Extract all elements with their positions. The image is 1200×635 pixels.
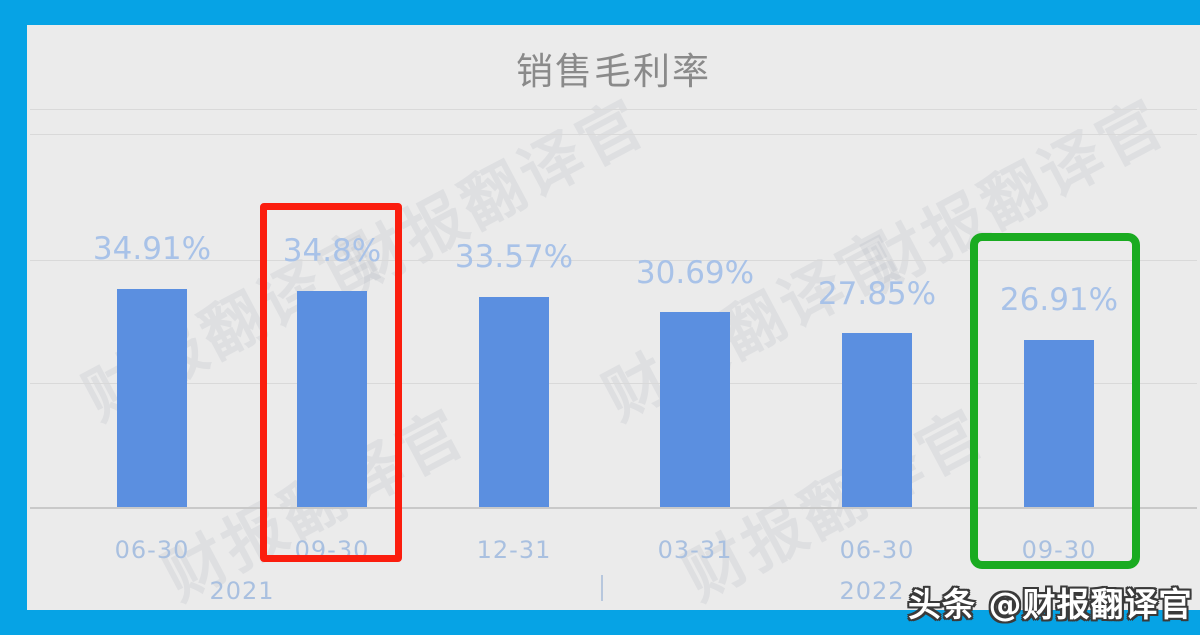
x-axis-group-label-2022: 2022 [839, 577, 905, 605]
highlight-box-red [260, 203, 402, 562]
bar-value-label-3: 30.69% [635, 255, 755, 291]
plot-area: 34.91% 34.8% 33.57% 30.69% 27.85% 26.91%… [27, 25, 1200, 610]
chart-title: 销售毛利率 [516, 50, 711, 93]
x-axis-label-0: 06-30 [114, 536, 190, 564]
chart-plate: 财报翻译官 财报翻译官 财报翻译官 财报翻译官 财报翻译官 财报翻译官 销售毛利… [27, 25, 1200, 610]
bar-value-label-5: 26.91% [999, 282, 1119, 318]
axis-baseline [30, 507, 1197, 509]
x-axis-label-3: 03-31 [657, 536, 733, 564]
axis-group-separator [601, 575, 603, 601]
gridline [30, 134, 1197, 135]
bar-2 [479, 297, 549, 507]
highlight-box-green [970, 233, 1140, 569]
bar-value-label-4: 27.85% [817, 276, 937, 312]
gridline [30, 260, 1197, 261]
x-axis-label-2: 12-31 [476, 536, 552, 564]
bar-value-label-1: 34.8% [282, 233, 382, 269]
x-axis-group-label-2021: 2021 [209, 577, 275, 605]
gridline [30, 109, 1197, 110]
bar-5 [1024, 340, 1094, 507]
bar-1 [297, 291, 367, 507]
bar-value-label-2: 33.57% [454, 239, 574, 275]
bar-3 [660, 312, 730, 507]
credit-watermark: 头条 @财报翻译官 [908, 585, 1193, 624]
x-axis-label-4: 06-30 [839, 536, 915, 564]
bar-4 [842, 333, 912, 507]
bar-value-label-0: 34.91% [92, 231, 212, 267]
bar-0 [117, 289, 187, 507]
gridline [30, 383, 1197, 384]
x-axis-label-5: 09-30 [1021, 536, 1097, 564]
